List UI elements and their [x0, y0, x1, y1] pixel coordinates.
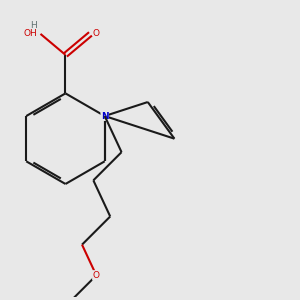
Text: O: O	[93, 29, 100, 38]
Text: N: N	[101, 112, 109, 121]
Text: O: O	[93, 271, 100, 280]
Text: OH: OH	[23, 29, 37, 38]
Text: H: H	[30, 21, 37, 30]
